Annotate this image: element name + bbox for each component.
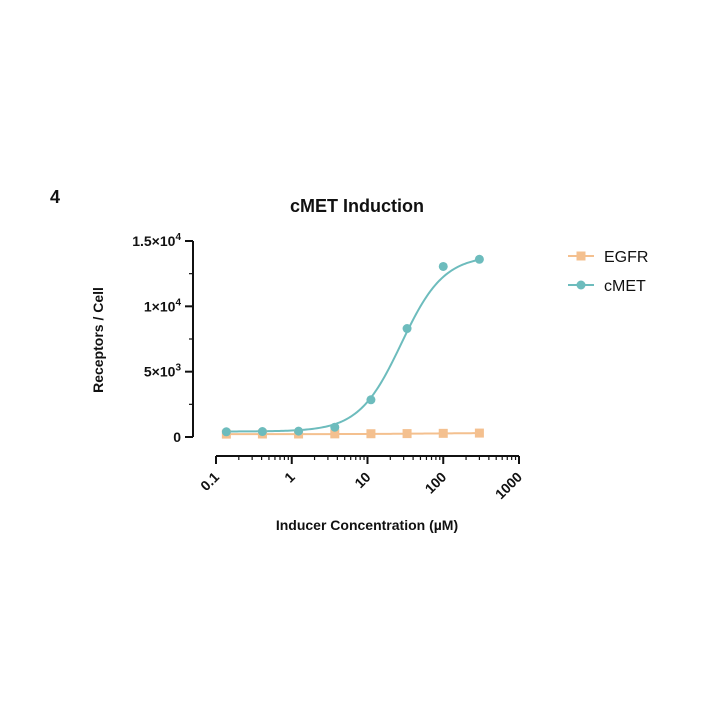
y-axis-ticks: 0 5×103 1×104 1.5×104	[132, 232, 193, 445]
y-tick-label: 1×104	[144, 297, 182, 314]
legend-label-cmet: cMET	[604, 278, 646, 295]
data-point-cmet	[330, 422, 340, 432]
x-tick-label: 10	[351, 469, 373, 491]
data-point-egfr	[402, 429, 412, 439]
axes	[192, 241, 519, 457]
legend-label-egfr: EGFR	[604, 249, 648, 266]
data-point-cmet	[257, 427, 267, 437]
x-tick-label: 1	[281, 469, 298, 486]
data-point-cmet	[294, 426, 304, 436]
legend: EGFR cMET	[568, 249, 648, 295]
y-tick-label: 0	[173, 429, 181, 445]
legend-marker-egfr	[576, 251, 586, 261]
data-point-cmet	[366, 395, 376, 405]
data-point-cmet	[474, 254, 484, 264]
x-axis-label: Inducer Concentration (µM)	[276, 517, 458, 533]
y-axis-label: Receptors / Cell	[90, 287, 106, 393]
x-tick-label: 1000	[492, 469, 525, 502]
data-point-cmet	[438, 261, 448, 271]
fit-curves	[226, 258, 480, 436]
fit-curve-cmet	[226, 258, 480, 433]
data-point-egfr	[438, 428, 448, 438]
panel-label: 4	[50, 187, 60, 207]
x-tick-label: 0.1	[197, 469, 222, 494]
data-point-egfr	[474, 428, 484, 438]
fit-curve-egfr	[226, 432, 480, 436]
chart-title: cMET Induction	[290, 196, 424, 216]
x-tick-label: 100	[422, 469, 450, 497]
legend-marker-cmet	[576, 280, 586, 290]
data-point-cmet	[221, 427, 231, 437]
data-point-cmet	[402, 324, 412, 334]
data-point-egfr	[330, 429, 340, 439]
data-points	[221, 254, 484, 439]
data-point-egfr	[366, 429, 376, 439]
y-tick-label: 1.5×104	[132, 232, 181, 249]
x-axis-ticks: 0.1 1 10 100 1000	[197, 456, 525, 502]
y-tick-label: 5×103	[144, 363, 182, 380]
